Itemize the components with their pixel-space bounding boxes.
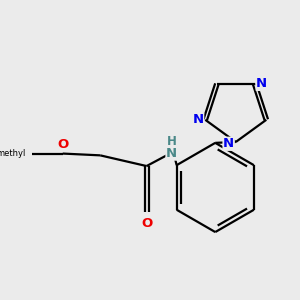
Text: methyl: methyl [0, 149, 26, 158]
Text: N: N [193, 113, 204, 126]
Text: N: N [223, 137, 234, 150]
Text: H: H [167, 135, 176, 148]
Text: N: N [256, 77, 267, 90]
Text: N: N [166, 147, 177, 160]
Text: O: O [141, 217, 152, 230]
Text: O: O [57, 138, 68, 151]
